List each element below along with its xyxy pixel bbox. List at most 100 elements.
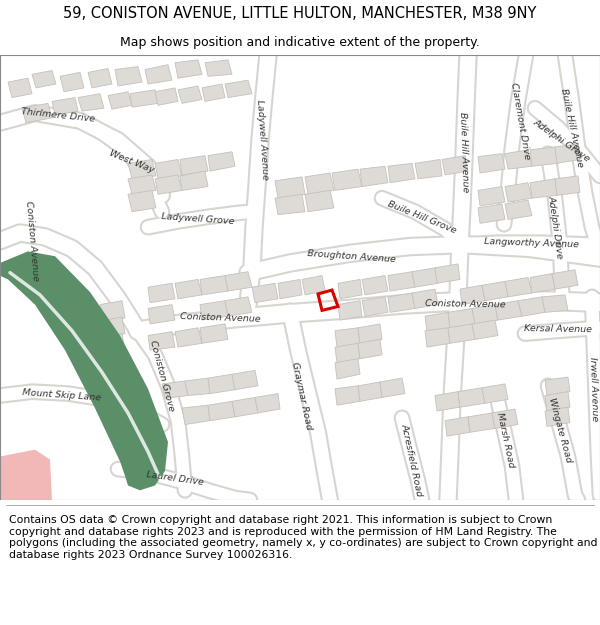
Polygon shape (335, 359, 360, 379)
Polygon shape (442, 156, 468, 175)
Polygon shape (360, 166, 388, 187)
Polygon shape (115, 67, 142, 86)
Polygon shape (128, 159, 156, 179)
Polygon shape (225, 80, 252, 98)
Polygon shape (208, 401, 235, 421)
Polygon shape (332, 169, 362, 191)
Polygon shape (362, 297, 388, 316)
Polygon shape (255, 394, 280, 413)
Polygon shape (448, 309, 475, 328)
Polygon shape (530, 274, 555, 293)
Text: Coniston Avenue: Coniston Avenue (24, 200, 40, 281)
Polygon shape (482, 384, 508, 403)
Polygon shape (275, 194, 305, 214)
Text: Coniston Avenue: Coniston Avenue (425, 299, 505, 310)
Text: 59, CONISTON AVENUE, LITTLE HULTON, MANCHESTER, M38 9NY: 59, CONISTON AVENUE, LITTLE HULTON, MANC… (64, 6, 536, 21)
Polygon shape (552, 270, 578, 289)
Polygon shape (388, 293, 415, 312)
Polygon shape (305, 173, 334, 194)
Polygon shape (425, 328, 450, 347)
Polygon shape (472, 304, 498, 324)
Polygon shape (175, 279, 202, 299)
Polygon shape (60, 72, 84, 92)
Polygon shape (445, 417, 470, 436)
Polygon shape (148, 304, 175, 324)
Polygon shape (505, 150, 532, 169)
Polygon shape (0, 450, 52, 500)
Polygon shape (148, 332, 175, 350)
Text: Claremont Drive: Claremont Drive (509, 81, 531, 160)
Text: Buile Hill Grove: Buile Hill Grove (386, 199, 458, 236)
Polygon shape (100, 334, 125, 353)
Polygon shape (545, 392, 570, 411)
Polygon shape (530, 147, 558, 166)
Polygon shape (478, 204, 505, 223)
Text: Broughton Avenue: Broughton Avenue (307, 249, 397, 264)
Polygon shape (505, 278, 532, 297)
Polygon shape (530, 179, 558, 198)
Text: Marsh Road: Marsh Road (495, 411, 515, 469)
Polygon shape (555, 144, 580, 163)
Text: Mount Skip Lane: Mount Skip Lane (22, 388, 102, 402)
Polygon shape (208, 374, 235, 394)
Polygon shape (232, 371, 258, 390)
Text: Irwell Avenue: Irwell Avenue (589, 356, 599, 421)
Polygon shape (482, 281, 508, 301)
Polygon shape (185, 378, 210, 396)
Polygon shape (128, 175, 156, 194)
Polygon shape (225, 297, 252, 316)
Polygon shape (460, 285, 485, 304)
Polygon shape (275, 177, 305, 198)
Polygon shape (412, 289, 438, 309)
Polygon shape (155, 175, 182, 194)
Polygon shape (492, 409, 518, 428)
Text: Coniston Grove: Coniston Grove (148, 339, 176, 412)
Polygon shape (545, 407, 570, 426)
Polygon shape (208, 152, 235, 171)
Polygon shape (200, 276, 228, 295)
Polygon shape (415, 159, 442, 179)
Polygon shape (468, 413, 495, 432)
Text: Ladywell Avenue: Ladywell Avenue (255, 99, 269, 181)
Polygon shape (148, 283, 175, 302)
Polygon shape (495, 301, 522, 320)
Polygon shape (88, 69, 112, 88)
Text: Coniston Avenue: Coniston Avenue (179, 312, 260, 324)
Text: Adelphi Grove: Adelphi Grove (532, 117, 592, 163)
Polygon shape (100, 317, 125, 338)
Polygon shape (335, 328, 360, 347)
Polygon shape (338, 279, 362, 299)
Polygon shape (448, 324, 475, 343)
Polygon shape (200, 301, 228, 320)
Polygon shape (302, 276, 325, 295)
Polygon shape (478, 154, 505, 173)
Polygon shape (128, 191, 156, 212)
Polygon shape (162, 381, 188, 398)
Polygon shape (178, 86, 202, 103)
Text: Ladywell Grove: Ladywell Grove (161, 213, 235, 226)
Polygon shape (232, 398, 258, 417)
Polygon shape (155, 88, 178, 105)
Polygon shape (205, 60, 232, 76)
Polygon shape (252, 283, 278, 302)
Text: Buile Hill Avenue: Buile Hill Avenue (458, 111, 470, 192)
Polygon shape (180, 156, 208, 175)
Polygon shape (435, 264, 460, 283)
Polygon shape (32, 71, 56, 88)
Text: Buile Hill Avenue: Buile Hill Avenue (559, 88, 585, 168)
Polygon shape (52, 98, 78, 115)
Polygon shape (225, 272, 252, 291)
Polygon shape (180, 171, 208, 191)
Polygon shape (478, 187, 505, 206)
Text: Graymar Road: Graymar Road (290, 361, 314, 430)
Polygon shape (78, 94, 104, 111)
Polygon shape (458, 388, 485, 407)
Polygon shape (202, 84, 225, 101)
Text: Kersal Avenue: Kersal Avenue (524, 324, 592, 334)
Polygon shape (362, 276, 388, 295)
Polygon shape (335, 343, 360, 362)
Text: Thirlmere Drive: Thirlmere Drive (20, 107, 95, 123)
Polygon shape (435, 392, 460, 411)
Polygon shape (108, 92, 132, 109)
Polygon shape (388, 272, 415, 291)
